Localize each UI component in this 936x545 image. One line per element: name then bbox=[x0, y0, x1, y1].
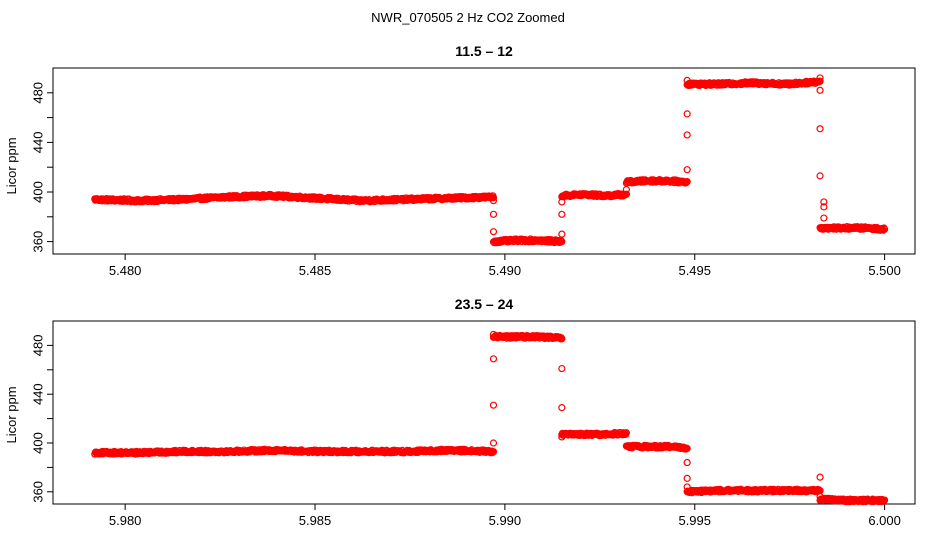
x-tick-label: 5.495 bbox=[678, 263, 711, 278]
x-tick-label: 5.490 bbox=[489, 263, 522, 278]
transition-point bbox=[816, 74, 824, 82]
y-tick-label: 400 bbox=[30, 432, 45, 454]
plot-frame bbox=[52, 320, 916, 505]
transition-point bbox=[489, 401, 498, 409]
data-point bbox=[816, 77, 824, 85]
panel-title: 11.5 – 12 bbox=[455, 43, 513, 59]
transition-point bbox=[489, 330, 498, 339]
y-axis-label: Licor ppm bbox=[4, 137, 19, 194]
data-point bbox=[558, 238, 566, 246]
transition-point bbox=[816, 125, 824, 133]
transition-point bbox=[683, 131, 691, 139]
transition-point bbox=[683, 110, 691, 118]
transition-point bbox=[558, 433, 566, 441]
transition-point bbox=[683, 76, 691, 85]
transition-point bbox=[820, 203, 828, 211]
transition-point bbox=[683, 166, 691, 174]
x-tick-label: 5.500 bbox=[868, 263, 901, 278]
transition-point bbox=[683, 474, 691, 482]
panel-bottom: 23.5 – 24 Licor ppm 5.980 5.985 5.990 5.995… bbox=[4, 296, 916, 528]
y-tick-label: 360 bbox=[30, 481, 45, 503]
transition-point bbox=[558, 364, 566, 373]
data-point bbox=[622, 190, 631, 198]
y-tick-label: 480 bbox=[30, 82, 45, 104]
data-point bbox=[489, 193, 498, 202]
transition-point bbox=[816, 473, 824, 481]
data-point bbox=[683, 444, 691, 453]
y-tick-label: 400 bbox=[30, 181, 45, 203]
transition-point bbox=[816, 493, 824, 501]
transition-point bbox=[558, 198, 566, 206]
data-points bbox=[91, 330, 889, 506]
data-point bbox=[881, 225, 889, 233]
x-tick-label: 5.485 bbox=[299, 263, 332, 278]
x-tick-label: 5.480 bbox=[109, 263, 142, 278]
transition-point bbox=[489, 210, 498, 218]
transition-point bbox=[820, 198, 828, 206]
transition-point bbox=[558, 404, 566, 412]
figure-title: NWR_070505 2 Hz CO2 Zoomed bbox=[371, 10, 565, 25]
transition-point bbox=[489, 228, 498, 236]
transition-point bbox=[683, 483, 691, 491]
data-point bbox=[683, 178, 691, 186]
axes: 5.980 5.985 5.990 5.995 6.000 360 400 440 480 bbox=[30, 335, 900, 528]
transition-point bbox=[489, 355, 498, 363]
panel-top: 11.5 – 12 Licor ppm 5.480 5.485 5.490 5.495… bbox=[4, 43, 916, 278]
y-axis-label: Licor ppm bbox=[4, 386, 19, 443]
transition-point bbox=[558, 210, 566, 218]
transition-point bbox=[683, 458, 691, 467]
data-point bbox=[881, 496, 889, 504]
y-tick-label: 360 bbox=[30, 231, 45, 253]
y-tick-label: 480 bbox=[30, 335, 45, 357]
x-tick-label: 5.995 bbox=[678, 513, 711, 528]
data-points bbox=[91, 74, 889, 247]
transition-point bbox=[816, 172, 824, 180]
plot-frame bbox=[52, 67, 916, 255]
data-point bbox=[622, 429, 631, 437]
x-tick-label: 5.990 bbox=[489, 513, 522, 528]
transition-point bbox=[489, 439, 498, 447]
data-point bbox=[558, 335, 566, 343]
y-tick-label: 440 bbox=[30, 132, 45, 154]
axes: 5.480 5.485 5.490 5.495 5.500 360 400 440 480 bbox=[30, 82, 900, 278]
transition-point bbox=[816, 86, 824, 94]
transition-point bbox=[489, 197, 498, 205]
transition-point bbox=[622, 185, 631, 194]
transition-point bbox=[820, 214, 828, 222]
panel-title: 23.5 – 24 bbox=[455, 296, 514, 312]
transition-point bbox=[558, 230, 566, 238]
data-point bbox=[489, 448, 498, 456]
y-tick-label: 440 bbox=[30, 383, 45, 405]
x-tick-label: 5.980 bbox=[109, 513, 142, 528]
x-tick-label: 6.000 bbox=[868, 513, 901, 528]
x-tick-label: 5.985 bbox=[299, 513, 332, 528]
